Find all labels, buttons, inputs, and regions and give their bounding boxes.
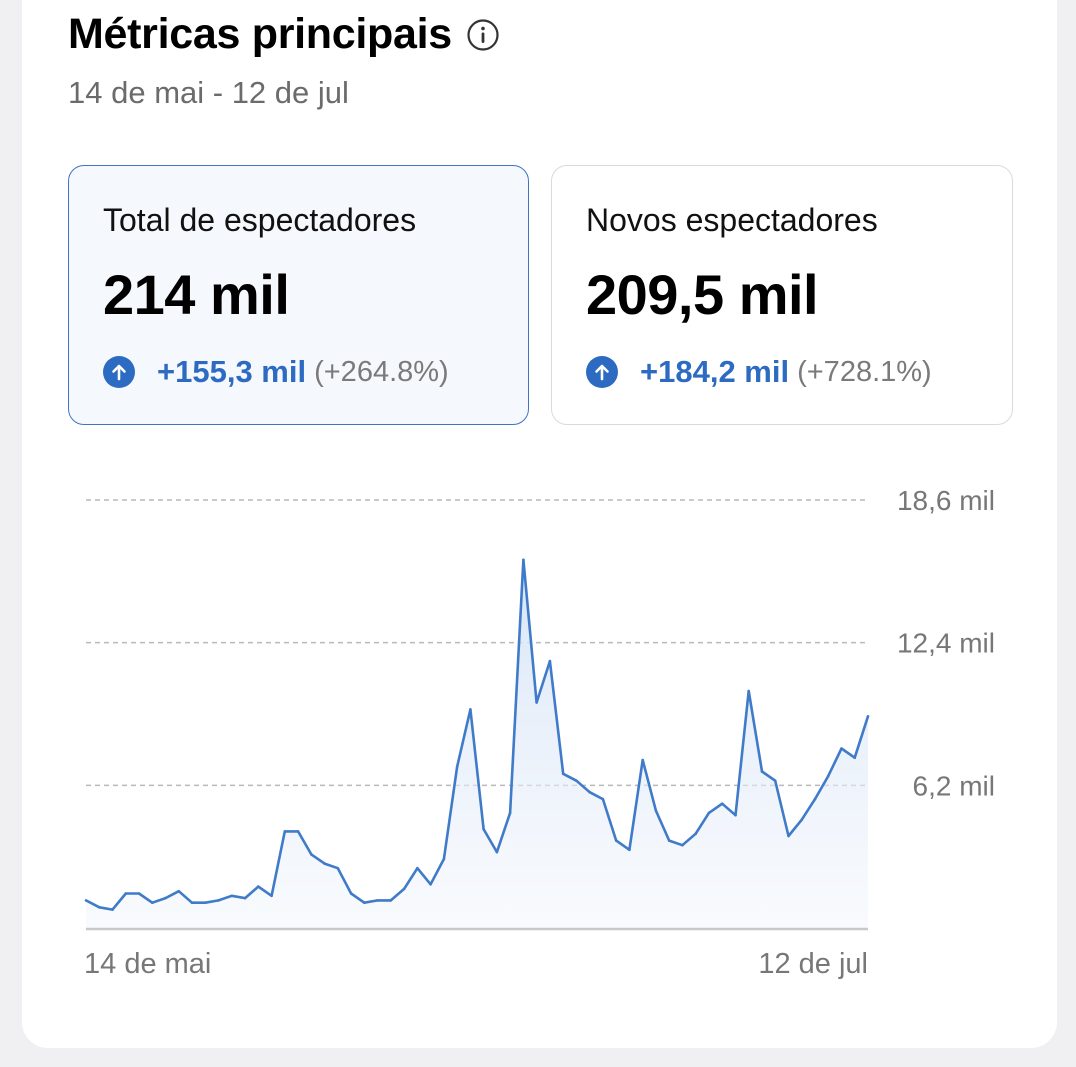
card-change: +155,3 mil (+264.8%) (103, 354, 449, 390)
change-percent: (+264.8%) (314, 355, 449, 388)
card-label: Novos espectadores (586, 202, 878, 238)
date-range: 14 de mai - 12 de jul (68, 75, 349, 110)
card-label: Total de espectadores (103, 202, 417, 238)
change-percent: (+728.1%) (797, 355, 932, 388)
card-change: +184,2 mil (+728.1%) (586, 354, 932, 390)
card-new-viewers[interactable]: Novos espectadores 209,5 mil +184,2 mil … (551, 165, 1013, 425)
arrow-up-circle-icon (103, 356, 135, 388)
info-circle-icon[interactable] (466, 18, 500, 52)
card-value: 214 mil (103, 263, 290, 326)
metrics-panel (22, 0, 1057, 1048)
change-absolute: +184,2 mil (640, 354, 790, 389)
card-value: 209,5 mil (586, 263, 819, 326)
change-absolute: +155,3 mil (157, 354, 307, 389)
card-total-viewers[interactable]: Total de espectadores 214 mil +155,3 mil… (68, 165, 529, 425)
arrow-up-circle-icon (586, 356, 618, 388)
title-row: Métricas principais (68, 10, 500, 59)
page-title: Métricas principais (68, 10, 452, 58)
